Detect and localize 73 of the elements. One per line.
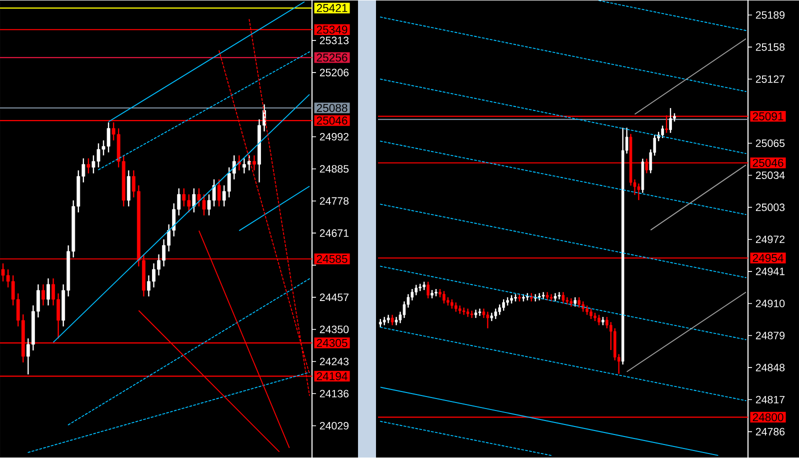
- candlestick: [202, 194, 206, 216]
- y-tick-label: 24786: [756, 428, 785, 436]
- y-tick-label: 25127: [756, 75, 784, 83]
- candlestick: [192, 188, 196, 213]
- candlestick: [390, 314, 394, 326]
- ref-line-label: 24194: [316, 372, 348, 380]
- candlestick: [550, 294, 553, 302]
- y-tick-label: 25065: [756, 139, 785, 147]
- y-tick-label: 24848: [756, 364, 785, 372]
- y-tick-label: 24671: [320, 229, 349, 237]
- y-tick-label: 24243: [320, 358, 349, 366]
- y-tick-label: 24972: [756, 236, 784, 244]
- candlestick: [590, 308, 592, 320]
- candlestick: [486, 311, 490, 329]
- candlestick: [502, 298, 505, 312]
- ref-line-label: 25091: [752, 112, 784, 120]
- candlestick: [498, 304, 502, 316]
- y-tick-label: 25034: [756, 171, 785, 180]
- candlestick: [558, 291, 561, 300]
- ref-line-label: 24585: [316, 254, 348, 263]
- y-tick-label: 25189: [756, 11, 785, 19]
- candlestick: [494, 308, 498, 320]
- ref-line-label: 25088: [316, 104, 348, 112]
- y-tick-label: 24992: [320, 132, 349, 141]
- candlestick: [462, 306, 466, 316]
- candlestick: [46, 278, 50, 306]
- y-tick-label: 24879: [756, 332, 785, 340]
- candlestick: [562, 291, 565, 304]
- ref-line-label: 25046: [752, 158, 784, 167]
- ref-line-label: 25421: [316, 4, 348, 12]
- y-tick-label: 24910: [756, 300, 785, 308]
- candlestick: [606, 316, 608, 329]
- candlestick: [482, 308, 486, 319]
- y-tick-label: 24941: [756, 268, 785, 276]
- ref-line-label: 24800: [752, 413, 784, 422]
- y-tick-label: 24778: [320, 197, 349, 205]
- candlestick: [669, 107, 672, 134]
- candlestick: [582, 300, 584, 312]
- candlestick: [474, 309, 478, 319]
- y-tick-label: 24136: [320, 390, 349, 398]
- y-tick-label: 24350: [320, 326, 349, 334]
- y-tick-label: 25003: [756, 204, 785, 212]
- y-tick-label: 24457: [320, 293, 349, 302]
- candlestick: [426, 281, 430, 299]
- candlestick: [637, 182, 640, 201]
- candlestick: [442, 290, 446, 304]
- ref-line-label: 24305: [316, 338, 348, 347]
- candlestick: [478, 308, 482, 316]
- candlestick: [586, 304, 588, 316]
- ref-line-label: 24954: [752, 254, 784, 262]
- candlestick: [470, 310, 474, 319]
- y-tick-label: 24885: [320, 165, 349, 173]
- candlestick: [42, 284, 45, 306]
- ref-line-label: 25046: [316, 116, 348, 125]
- candlestick: [197, 188, 201, 207]
- y-tick-label: 25206: [320, 68, 349, 76]
- y-tick-label: 25313: [320, 36, 349, 44]
- y-tick-label: 24817: [756, 396, 784, 404]
- candlestick: [542, 291, 545, 300]
- candlestick: [450, 298, 454, 310]
- candlestick: [661, 125, 664, 139]
- candlestick: [578, 296, 580, 308]
- candlestick: [574, 296, 577, 308]
- ref-line-label: 25256: [316, 54, 348, 62]
- y-tick-label: 25158: [756, 43, 785, 51]
- candlestick: [454, 302, 458, 312]
- candlestick: [252, 154, 256, 171]
- candlestick: [217, 178, 221, 207]
- candlestick: [598, 314, 600, 326]
- candlestick: [466, 308, 470, 318]
- candlestick: [86, 158, 90, 174]
- y-tick-label: 24029: [320, 422, 349, 430]
- ref-line-label: 25349: [316, 26, 348, 34]
